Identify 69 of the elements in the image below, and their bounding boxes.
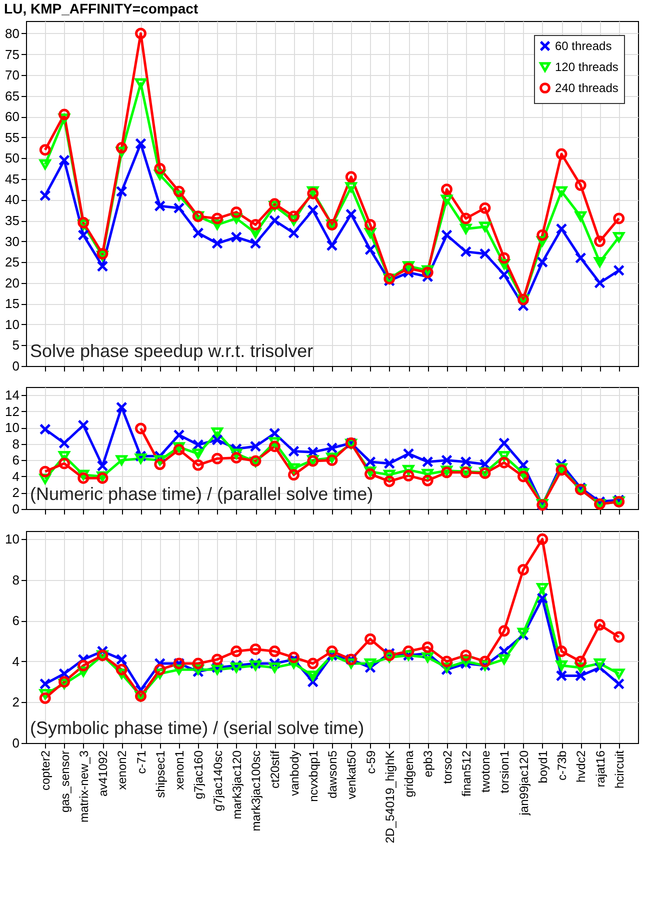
legend-label: 60 threads [555,39,612,53]
y-tick-label: 2 [12,485,20,500]
x-tick-label: ct20stif [268,750,282,789]
x-tick-label: torso2 [440,750,454,784]
y-tick-label: 25 [5,254,20,270]
legend-label: 240 threads [555,81,618,95]
x-tick-label: mark3jac120 [230,750,244,820]
x-tick-label: jan99jac120 [516,750,531,816]
x-tick-label: vanbody [287,750,302,796]
legend-label: 120 threads [555,60,618,74]
y-tick-label: 8 [12,572,20,588]
annotation: Solve phase speedup w.r.t. trisolver [30,341,314,361]
x-tick-label: shipsec1 [153,750,168,798]
y-tick-label: 20 [5,275,20,290]
y-tick-label: 50 [5,150,20,166]
y-tick-label: 2 [12,694,20,710]
y-tick-label: 75 [5,46,20,62]
annotation: (Symbolic phase time) / (serial solve time) [30,718,364,738]
y-tick-label: 8 [12,436,20,452]
y-tick-label: 10 [5,420,20,436]
x-tick-label: torsion1 [498,750,512,794]
x-tick-label: xenon1 [172,750,186,790]
x-tick-label: rajat16 [593,750,608,788]
y-tick-label: 70 [5,68,20,83]
y-tick-label: 5 [12,338,20,353]
y-tick-label: 45 [5,171,20,186]
x-tick-label: dawson5 [326,750,340,799]
x-tick-label: gridgena [402,750,416,798]
x-tick-label: hvdc2 [574,750,588,783]
y-tick-label: 35 [5,213,20,228]
y-tick-label: 60 [5,109,20,124]
y-tick-label: 4 [12,468,20,484]
x-tick-label: finan512 [459,750,474,797]
y-tick-label: 10 [5,316,20,332]
x-tick-label: c-71 [134,750,148,774]
x-tick-label: matrix-new_3 [76,750,91,823]
y-tick-label: 6 [12,452,20,468]
y-tick-label: 30 [5,234,20,249]
annotation: (Numeric phase time) / (parallel solve time) [30,484,374,504]
x-tick-label: 2D_54019_highK [382,750,397,844]
x-tick-label: twotone [478,750,492,793]
x-tick-label: c-59 [364,750,378,774]
y-tick-label: 80 [5,26,20,41]
x-tick-label: copter2 [38,750,53,791]
x-tick-label: hcircuit [612,750,626,789]
x-tick-label: epb3 [421,750,436,778]
y-tick-label: 10 [5,532,20,547]
y-tick-label: 15 [5,296,20,312]
x-tick-label: xenon2 [115,750,130,790]
y-tick-label: 6 [12,613,20,628]
x-tick-label: boyd1 [536,750,550,784]
y-tick-label: 40 [5,192,20,208]
y-tick-label: 0 [12,502,20,516]
y-tick-label: 14 [5,388,20,403]
x-tick-label: g7jac160 [192,750,206,800]
x-tick-label: venkat50 [344,750,359,800]
x-tick-label: g7jac140sc [210,750,225,812]
y-tick-label: 4 [12,654,20,669]
y-tick-label: 0 [12,736,20,750]
y-tick-label: 55 [5,130,20,145]
y-tick-label: 0 [12,358,20,374]
x-tick-label: c-73b [555,750,569,781]
y-tick-label: 65 [5,88,20,104]
x-tick-label: av41092 [96,750,110,797]
y-tick-label: 12 [5,404,20,419]
chart-title: LU, KMP_AFFINITY=compact [4,0,198,16]
x-tick-label: ncvxbqp1 [306,750,320,802]
x-tick-label: mark3jac100sc [249,750,263,832]
x-tick-label: gas_sensor [58,750,72,813]
